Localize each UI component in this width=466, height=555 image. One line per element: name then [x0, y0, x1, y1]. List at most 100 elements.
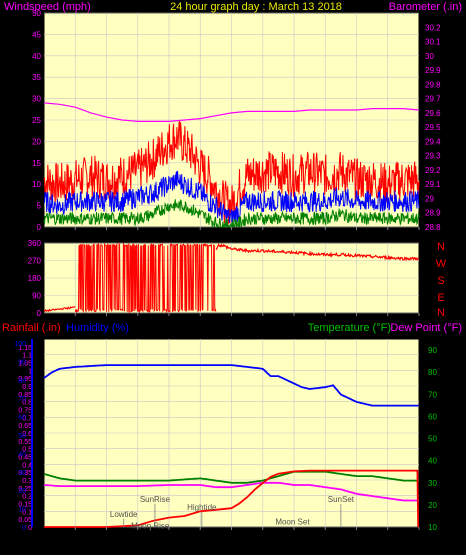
temperature-y-tick-label: 30 — [428, 479, 437, 488]
wind-y-tick-label: 0 — [37, 223, 42, 232]
barometer-y-tick-label: 29.9 — [425, 66, 441, 75]
rain-y-tick-label: 0.5 — [22, 447, 32, 454]
x-tick-label: 06 — [133, 317, 142, 326]
humidity-y-tick-label: 50 — [18, 433, 26, 440]
rain-y-tick-label: 0.65 — [18, 423, 32, 430]
barometer-y-tick-label: 28.9 — [425, 209, 441, 218]
direction-y-tick-label: 180 — [28, 274, 42, 283]
humidity-y-tick-label: 10 — [18, 507, 26, 514]
rain-y-tick-label: 0.9 — [22, 384, 32, 391]
x-tick-label: 18 — [321, 231, 330, 240]
wind-y-tick-label: 15 — [32, 159, 41, 168]
rain-y-tick-label: 0.1 — [22, 509, 32, 516]
rain-y-tick-label: 0.85 — [18, 392, 32, 399]
temperature-axis-title: Temperature (°F) — [308, 322, 391, 334]
barometer-y-tick-label: 29 — [425, 194, 434, 203]
wind-y-tick-label: 45 — [32, 30, 41, 39]
rain-y-tick-label: 0.7 — [22, 415, 32, 422]
x-tick-label: 14 — [258, 231, 267, 240]
rain-y-tick-label: 0.95 — [18, 376, 32, 383]
rain-y-tick-label: 0.3 — [22, 478, 32, 485]
barometer-y-tick-label: 29.2 — [425, 166, 441, 175]
direction-line — [43, 306, 76, 313]
rain-y-tick-label: 0.55 — [18, 439, 32, 446]
rainfall-line — [44, 469, 420, 528]
x-tick-label: 14 — [258, 531, 267, 540]
humidity-line — [43, 364, 419, 407]
x-tick-label: 00 — [415, 231, 424, 240]
rain-y-tick-label: 1.05 — [18, 361, 32, 368]
x-tick-label: 08 — [165, 231, 174, 240]
x-tick-label: 18 — [321, 531, 330, 540]
barometer-y-tick-label: 29.6 — [425, 109, 441, 118]
x-tick-label: 22 — [383, 317, 392, 326]
rain-y-tick-label: 0.4 — [22, 462, 32, 469]
x-tick-label: 08 — [165, 317, 174, 326]
wind-y-tick-label: 5 — [37, 202, 42, 211]
x-tick-label: 06 — [133, 531, 142, 540]
temperature-y-tick-label: 70 — [428, 390, 437, 399]
x-tick-label: 04 — [102, 317, 111, 326]
windspeed-axis-title: Windspeed (mph) — [4, 1, 91, 13]
barometer-y-tick-label: 30.2 — [425, 23, 441, 32]
humidity-y-tick-label: 70 — [18, 396, 26, 403]
dir-label-n-top: N — [437, 241, 445, 253]
humidity-y-tick-label: 80 — [18, 378, 26, 385]
rain-y-tick-label: 0.35 — [18, 470, 32, 477]
direction-y-tick-label: 270 — [28, 257, 42, 266]
annotation-label: Moon Rise — [131, 522, 170, 531]
humidity-axis-title: Humidity (%) — [66, 322, 129, 334]
x-tick-label: 10 — [196, 231, 205, 240]
dir-label-n-bottom: N — [437, 307, 445, 319]
barometer-y-tick-label: 29.1 — [425, 180, 441, 189]
temperature-y-tick-label: 50 — [428, 435, 437, 444]
rain-y-tick-label: 0.75 — [18, 408, 32, 415]
temperature-y-tick-label: 80 — [428, 368, 437, 377]
x-tick-label: 20 — [352, 317, 361, 326]
wind-average-line — [43, 170, 420, 227]
rain-y-tick-label: 0.6 — [22, 431, 32, 438]
wind-y-tick-label: 25 — [32, 116, 41, 125]
x-tick-label: 08 — [165, 531, 174, 540]
barometer-y-tick-label: 28.8 — [425, 223, 441, 232]
x-tick-label: 00 — [415, 531, 424, 540]
barometer-axis-title: Barometer (.in) — [389, 1, 462, 13]
x-tick-label: 20 — [352, 531, 361, 540]
wind-y-tick-label: 10 — [32, 180, 41, 189]
rain-y-tick-label: 0.8 — [22, 400, 32, 407]
x-tick-label: 14 — [258, 317, 267, 326]
x-tick-label: 18 — [321, 317, 330, 326]
barometer-y-tick-label: 29.4 — [425, 137, 441, 146]
x-tick-label: 20 — [352, 231, 361, 240]
x-tick-label: 22 — [383, 531, 392, 540]
temperature-y-tick-label: 60 — [428, 412, 437, 421]
x-tick-label: 02 — [71, 231, 80, 240]
rain-y-tick-label: 1 — [28, 368, 32, 375]
barometer-y-tick-label: 30 — [425, 52, 434, 61]
x-tick-label: 10 — [196, 531, 205, 540]
barometer-y-tick-label: 29.8 — [425, 80, 441, 89]
rain-y-tick-label: 0 — [28, 525, 32, 532]
annotation-label: SunSet — [328, 495, 355, 504]
annotation-label: Lowtide — [110, 510, 138, 519]
x-tick-label: 10 — [196, 317, 205, 326]
temperature-line — [43, 470, 419, 484]
direction-y-tick-label: 0 — [37, 309, 42, 318]
rain-y-tick-label: 1.1 — [22, 353, 32, 360]
climate-series: Lowtide Moon Rise SunRise Hightide Moon Set S… — [43, 364, 420, 531]
direction-flicker-line — [74, 242, 217, 314]
barometer-y-tick-label: 29.7 — [425, 95, 441, 104]
annotation-label: SunRise — [140, 495, 171, 504]
rain-y-tick-label: 0.45 — [18, 455, 32, 462]
temperature-y-tick-label: 40 — [428, 457, 437, 466]
barometer-y-tick-label: 30.1 — [425, 38, 441, 47]
chart-title: 24 hour graph day : March 13 2018 — [170, 1, 342, 13]
direction-y-tick-label: 90 — [32, 292, 41, 301]
dir-label-e: E — [437, 292, 444, 304]
rain-y-tick-label: 0.05 — [18, 517, 32, 524]
humidity-y-tick-label: 100 — [14, 341, 26, 348]
temperature-y-tick-label: 90 — [428, 346, 437, 355]
x-tick-label: 04 — [102, 231, 111, 240]
dewpoint-axis-title: Dew Point (°F) — [390, 322, 462, 334]
